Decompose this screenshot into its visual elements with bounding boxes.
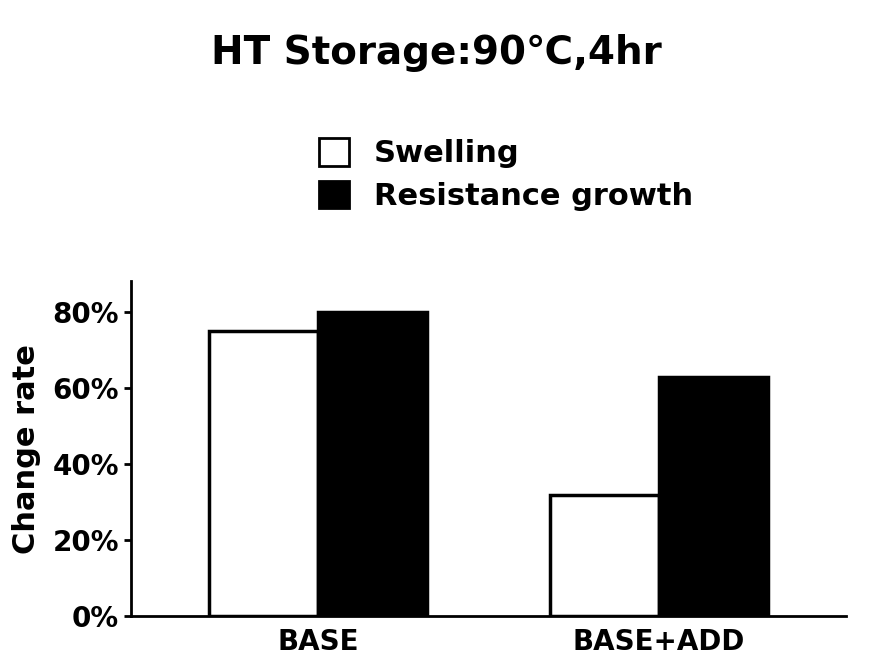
Y-axis label: Change rate: Change rate <box>12 344 41 554</box>
Legend: Swelling, Resistance growth: Swelling, Resistance growth <box>310 129 702 220</box>
Bar <box>209 331 318 616</box>
Bar <box>318 312 427 616</box>
Bar <box>549 494 658 616</box>
Text: HT Storage:90℃,4hr: HT Storage:90℃,4hr <box>211 34 661 72</box>
Bar <box>658 377 767 616</box>
